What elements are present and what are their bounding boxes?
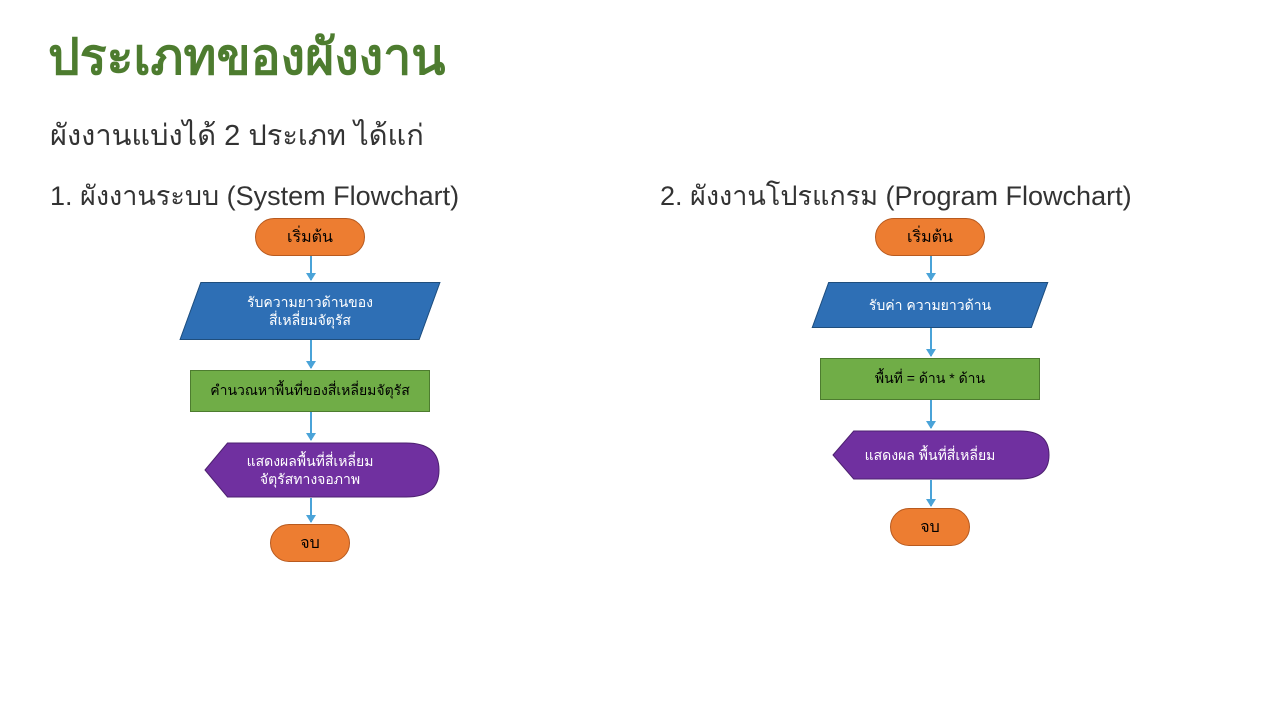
- flow-arrow: [310, 256, 312, 280]
- flow-arrow: [310, 412, 312, 440]
- flow-arrow: [930, 480, 932, 506]
- display-output: แสดงผลพื้นที่สี่เหลี่ยมจัตุรัสทางจอภาพ: [180, 442, 440, 498]
- end-terminator: จบ: [890, 508, 970, 546]
- flow-arrow: [930, 256, 932, 280]
- input-parallelogram: รับค่า ความยาวด้าน: [820, 282, 1040, 328]
- page-title: ประเภทของผังงาน: [48, 18, 445, 97]
- flow-arrow: [930, 328, 932, 356]
- process-rectangle: พื้นที่ = ด้าน * ด้าน: [820, 358, 1040, 400]
- flow-arrow: [310, 340, 312, 368]
- process-rectangle: คำนวณหาพื้นที่ของสี่เหลี่ยมจัตุรัส: [190, 370, 430, 412]
- flow-arrow: [930, 400, 932, 428]
- end-terminator: จบ: [270, 524, 350, 562]
- flow-arrow: [310, 498, 312, 522]
- column-heading-program: 2. ผังงานโปรแกรม (Program Flowchart): [660, 174, 1132, 217]
- subtitle: ผังงานแบ่งได้ 2 ประเภท ได้แก่: [50, 112, 424, 158]
- node-label: รับความยาวด้านของสี่เหลี่ยมจัตุรัส: [190, 282, 430, 340]
- input-parallelogram: รับความยาวด้านของสี่เหลี่ยมจัตุรัส: [190, 282, 430, 340]
- node-label: แสดงผล พื้นที่สี่เหลี่ยม: [810, 430, 1050, 480]
- display-output: แสดงผล พื้นที่สี่เหลี่ยม: [810, 430, 1050, 480]
- column-heading-system: 1. ผังงานระบบ (System Flowchart): [50, 174, 459, 217]
- program-flowchart: เริ่มต้นรับค่า ความยาวด้านพื้นที่ = ด้าน…: [770, 218, 1070, 618]
- node-label: รับค่า ความยาวด้าน: [820, 282, 1040, 328]
- system-flowchart: เริ่มต้นรับความยาวด้านของสี่เหลี่ยมจัตุร…: [150, 218, 450, 618]
- start-terminator: เริ่มต้น: [255, 218, 365, 256]
- start-terminator: เริ่มต้น: [875, 218, 985, 256]
- node-label: แสดงผลพื้นที่สี่เหลี่ยมจัตุรัสทางจอภาพ: [180, 442, 440, 498]
